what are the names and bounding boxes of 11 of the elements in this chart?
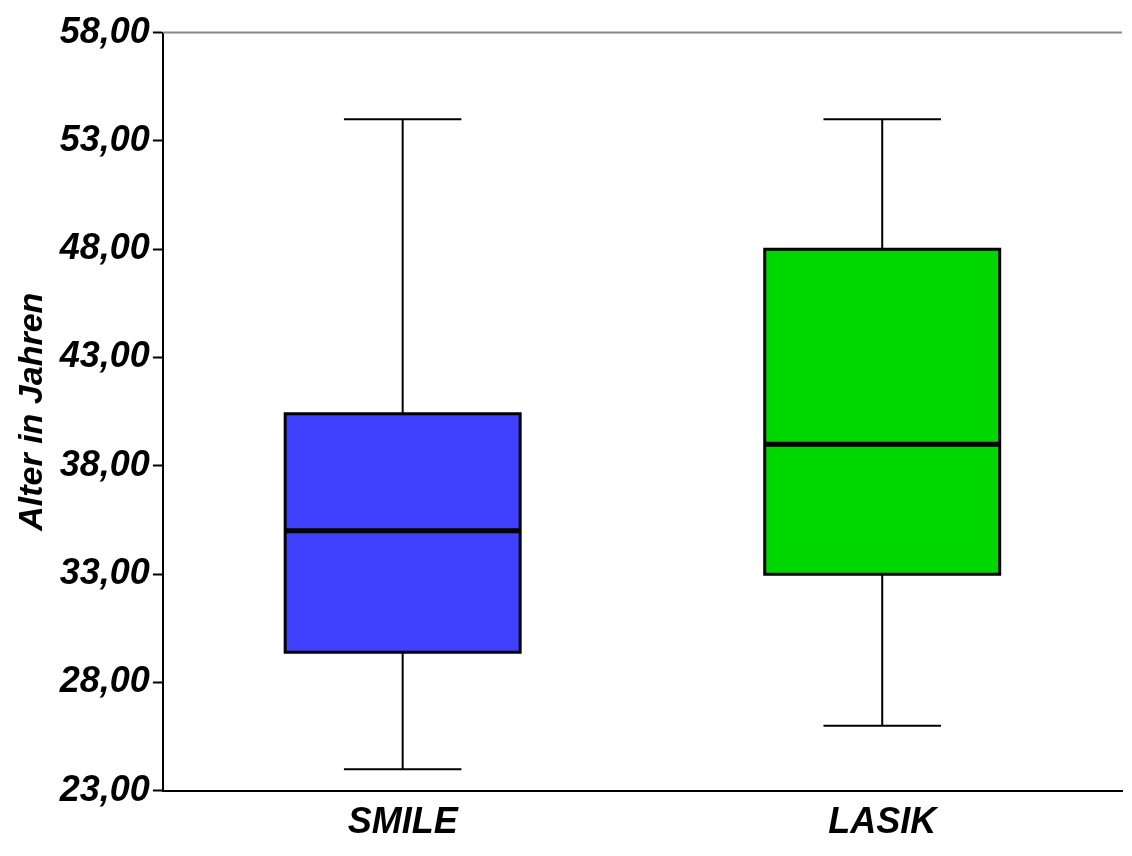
x-tick-label: LASIK — [828, 800, 940, 842]
y-tick-label: 53,00 — [59, 117, 150, 159]
y-axis-title: Alter in Jahren — [10, 292, 49, 532]
y-tick-label: 48,00 — [58, 226, 150, 268]
y-tick-label: 38,00 — [59, 442, 150, 484]
y-tick-label: 28,00 — [58, 659, 150, 701]
y-tick-label: 33,00 — [59, 551, 150, 593]
x-tick-label: SMILE — [347, 800, 459, 842]
y-tick-label: 23,00 — [58, 767, 150, 809]
y-tick-label: 43,00 — [58, 334, 150, 376]
y-tick-label: 58,00 — [59, 9, 150, 51]
